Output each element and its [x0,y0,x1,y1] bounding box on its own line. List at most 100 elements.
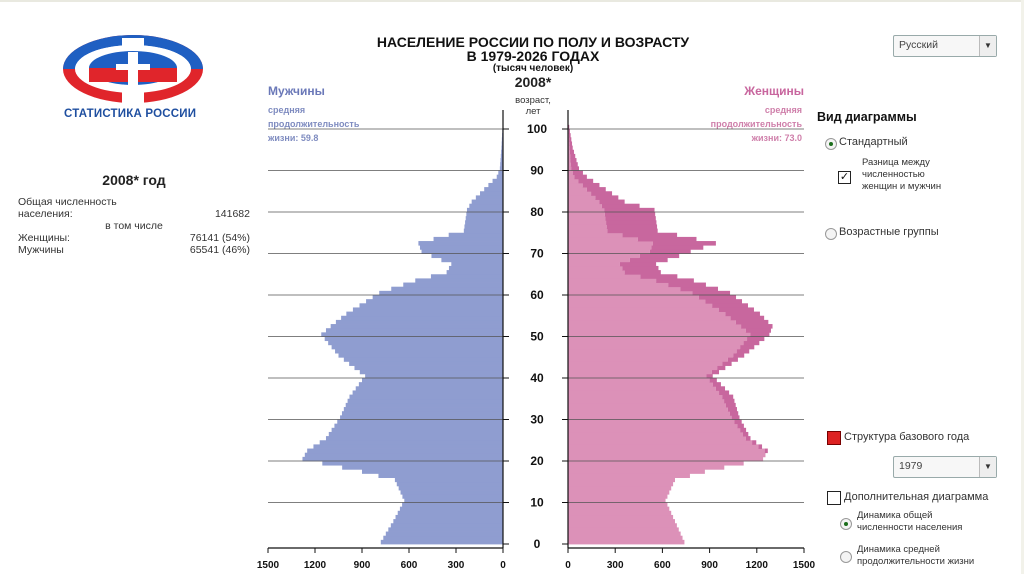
option-difference-label[interactable]: Разница между численностью женщин и мужч… [862,157,941,193]
women-bar [568,315,731,321]
women-excess-bar [730,315,765,321]
men-bar [465,216,503,221]
language-select[interactable]: Русский ▼ [893,35,997,57]
checkbox-difference[interactable]: ✓ [838,171,851,184]
radio-age-groups[interactable] [825,228,837,240]
women-bar [568,348,737,354]
men-bar [325,328,503,333]
radio-standard[interactable] [825,138,837,150]
women-life-expectancy: средняя продолжительность жизни: 73.0 [680,103,802,145]
women-excess-bar [606,224,658,229]
men-bar [393,519,503,524]
men-x-tick-label: 0 [500,560,506,571]
men-bar [484,187,503,192]
language-value: Русский [899,39,938,51]
women-x-tick-label: 900 [701,560,718,571]
men-bar [397,510,503,516]
women-bar [568,456,764,462]
women-bar [568,253,640,259]
women-excess-bar [622,265,659,271]
women-bar [568,249,650,254]
women-excess-bar [736,348,750,354]
women-bar [568,182,583,188]
women-bar [568,398,725,404]
stats-total-value: 141682 [214,208,250,220]
stats-men-row: Мужчины 65541 (46%) [18,244,250,256]
men-bar [379,290,503,296]
women-bar [568,178,579,184]
radio-dynamics-population[interactable] [840,518,852,530]
logo-text: СТАТИСТИКА РОССИИ [64,108,197,120]
women-bar [568,212,605,217]
men-bar [352,390,503,395]
difference-line1: Разница между [862,157,930,168]
difference-line3: женщин и мужчин [862,181,942,192]
base-structure-checkbox[interactable] [827,431,841,445]
women-bar [568,162,571,167]
women-bar [568,344,741,350]
women-excess-bar [568,129,570,134]
men-bar [501,141,503,146]
men-title: Мужчины [268,84,325,98]
stats-including: в том числе [105,220,163,232]
women-bar [568,485,672,491]
men-bar [475,195,503,200]
women-excess-bar [629,257,668,263]
men-x-tick-label: 300 [448,560,465,571]
men-bar [349,394,503,400]
women-excess-bar [568,124,570,130]
chevron-down-icon[interactable]: ▼ [979,36,996,56]
dynamics-life-label[interactable]: Динамика средней продолжительности жизни [857,544,974,568]
women-bar [568,307,719,312]
men-bar [385,531,503,537]
dyn-pop-line2: численности населения [857,522,963,533]
women-bar [568,369,712,375]
men-bar [346,311,503,317]
option-standard-label[interactable]: Стандартный [839,136,908,148]
women-bar [568,386,716,391]
women-bar [568,149,570,155]
men-x-tick-label: 1500 [257,560,280,571]
women-excess-bar [722,361,732,366]
men-bar [496,174,503,180]
men-bar [398,485,503,491]
women-excess-bar [606,220,657,225]
women-excess-bar [711,369,720,375]
base-structure-label[interactable]: Структура базового года [844,431,970,443]
radio-dynamics-life[interactable] [840,551,852,563]
men-bar [492,178,503,184]
women-bar [568,444,759,449]
age-tick-label: 80 [530,205,544,219]
men-bar [431,253,503,259]
women-excess-bar [731,415,740,420]
men-bar [328,340,503,346]
extra-chart-checkbox[interactable] [827,491,841,505]
women-excess-bar [741,324,773,329]
chevron-down-icon[interactable]: ▼ [979,457,996,477]
men-bar [378,473,503,478]
women-bar [568,427,741,433]
women-excess-bar [605,216,656,221]
women-bar [568,440,753,445]
women-bar [568,452,766,458]
women-bar [568,465,725,470]
men-bar [347,398,503,404]
men-bar [362,469,503,474]
stats-men-value: 65541 (46%) [189,244,250,256]
women-excess-bar [719,390,730,395]
stats-including-row: в том числе [18,220,250,232]
women-excess-bar [715,386,726,391]
base-year-select[interactable]: 1979 ▼ [893,456,997,478]
women-excess-bar [656,278,694,283]
women-excess-bar [712,382,721,387]
men-bar [307,448,503,454]
women-bar [568,158,571,163]
extra-chart-label[interactable]: Дополнительная диаграмма [844,491,989,503]
scrollbar-edge[interactable] [1021,0,1024,574]
dynamics-population-label[interactable]: Динамика общей численности населения [857,510,962,534]
men-bar [402,494,503,499]
dyn-life-line2: продолжительности жизни [857,556,975,567]
women-bar [568,141,570,146]
option-age-groups-label[interactable]: Возрастные группы [839,226,939,238]
women-excess-bar [722,394,734,400]
